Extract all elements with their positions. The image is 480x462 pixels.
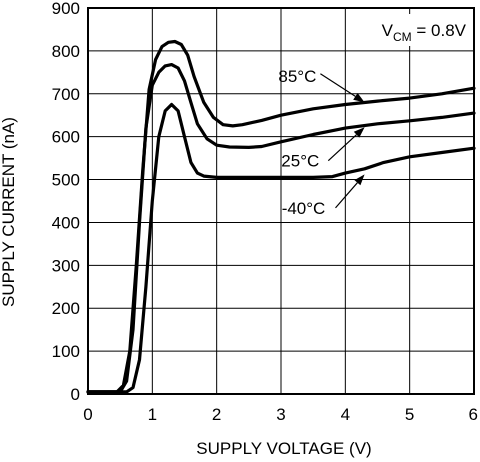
series-line-1 [86, 62, 476, 394]
series-label-0: 85°C [278, 67, 316, 86]
series-label-leader-0 [320, 73, 356, 97]
series-line-2 [86, 102, 476, 394]
series-label-2: -40°C [282, 199, 326, 218]
y-tick-label: 800 [52, 42, 80, 61]
y-tick-label: 400 [52, 213, 80, 232]
plot-frame [87, 7, 475, 395]
x-tick-label: 1 [148, 405, 157, 424]
y-tick-label: 0 [71, 385, 80, 404]
y-tick-label: 600 [52, 128, 80, 147]
y-tick-labels: 0 100 200 300 400 500 600 700 800 900 [52, 0, 80, 404]
y-tick-label: 900 [52, 0, 80, 18]
vcm-annotation: VCM = 0.8V [382, 21, 467, 44]
vcm-annotation-main: V [382, 21, 394, 40]
y-tick-label: 100 [52, 342, 80, 361]
series-label-arrowhead-1 [353, 127, 365, 138]
series-label-arrowhead-2 [354, 174, 365, 186]
y-tick-label: 500 [52, 171, 80, 190]
x-axis-title: SUPPLY VOLTAGE (V) [196, 439, 371, 458]
x-tick-label: 3 [276, 405, 285, 424]
x-tick-label: 6 [469, 405, 478, 424]
x-tick-label: 5 [405, 405, 414, 424]
series-label-leader-1 [327, 134, 357, 162]
vcm-annotation-sub: CM [393, 30, 412, 44]
y-axis-title: SUPPLY CURRENT (nA) [0, 117, 18, 307]
vcm-annotation-rest: = 0.8V [412, 21, 467, 40]
series-label-1: 25°C [281, 152, 319, 171]
x-tick-label: 4 [341, 405, 350, 424]
x-tick-labels: 0 1 2 3 4 5 6 [83, 405, 478, 424]
series-label-arrowhead-0 [353, 93, 365, 103]
y-tick-label: 300 [52, 256, 80, 275]
vcm-annotation-bg [352, 14, 470, 46]
series-layer [86, 39, 476, 394]
series-labels: 85°C 25°C -40°C [278, 67, 365, 218]
y-tick-label: 200 [52, 299, 80, 318]
y-tick-label: 700 [52, 85, 80, 104]
x-tick-label: 0 [83, 405, 92, 424]
series-label-leader-2 [335, 182, 358, 209]
x-tick-label: 2 [212, 405, 221, 424]
